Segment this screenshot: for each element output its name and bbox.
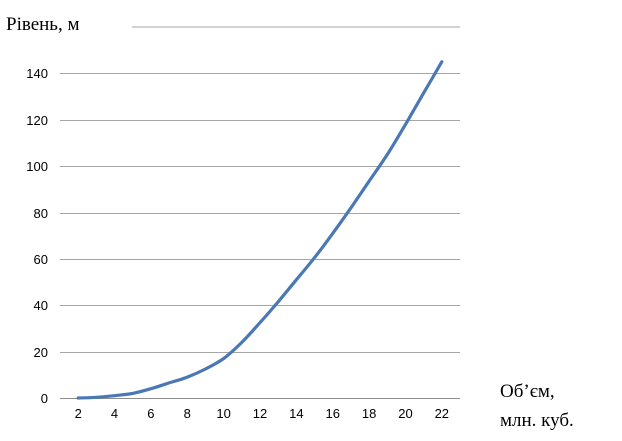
x-tick-label: 14 bbox=[289, 406, 303, 421]
y-tick-label: 80 bbox=[34, 206, 48, 221]
y-tick-label: 100 bbox=[26, 159, 48, 174]
x-tick-label: 8 bbox=[184, 406, 191, 421]
y-axis-label: Рівень, м bbox=[6, 14, 80, 35]
x-tick-label: 12 bbox=[253, 406, 267, 421]
x-tick-label: 20 bbox=[398, 406, 412, 421]
y-tick-label: 60 bbox=[34, 252, 48, 267]
series-line-0 bbox=[76, 60, 444, 400]
x-axis-label-line1: Об’єм, bbox=[500, 381, 555, 402]
y-tick-label: 120 bbox=[26, 113, 48, 128]
x-axis-label-line2: млн. куб. bbox=[500, 410, 574, 431]
x-tick-label: 18 bbox=[362, 406, 376, 421]
x-tick-label: 22 bbox=[435, 406, 449, 421]
y-tick-labels: 0 20 40 60 80 100 120 140 bbox=[26, 66, 48, 406]
y-tick-label: 140 bbox=[26, 66, 48, 81]
y-tick-label: 40 bbox=[34, 298, 48, 313]
gridlines bbox=[60, 26, 460, 399]
x-tick-label: 2 bbox=[75, 406, 82, 421]
y-tick-label: 0 bbox=[41, 391, 48, 406]
x-tick-label: 16 bbox=[325, 406, 339, 421]
x-tick-label: 4 bbox=[111, 406, 118, 421]
x-tick-label: 10 bbox=[216, 406, 230, 421]
x-tick-label: 6 bbox=[147, 406, 154, 421]
y-tick-label: 20 bbox=[34, 345, 48, 360]
series-group bbox=[76, 60, 444, 400]
x-tick-labels: 2 4 6 8 10 12 14 16 18 20 22 bbox=[75, 406, 449, 421]
